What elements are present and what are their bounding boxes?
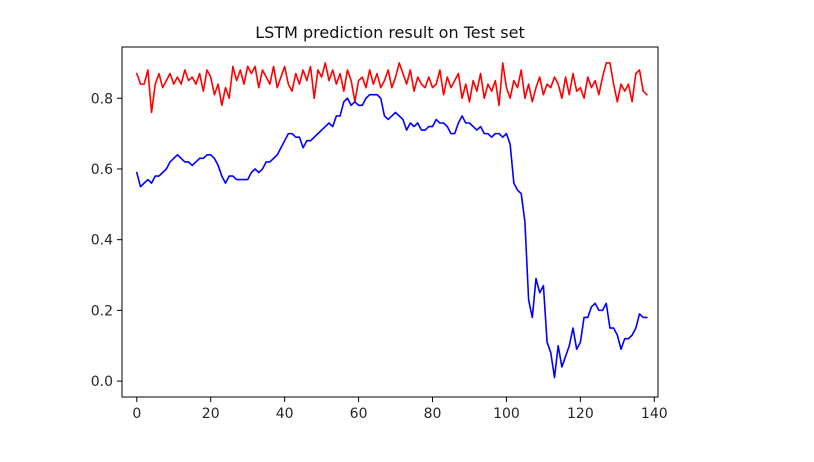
x-tick-label: 120 — [567, 406, 594, 422]
x-tick-label: 40 — [276, 406, 294, 422]
y-tick-label: 0.4 — [91, 233, 113, 249]
x-tick-label: 0 — [132, 406, 141, 422]
x-tick-label: 20 — [202, 406, 220, 422]
series-layer — [135, 62, 648, 379]
x-tick-label: 100 — [493, 406, 520, 422]
plot-area — [121, 46, 659, 398]
y-tick-label: 0.2 — [91, 303, 113, 319]
series-line-2 — [135, 93, 648, 379]
x-tick-label: 140 — [641, 406, 668, 422]
chart-title: LSTM prediction result on Test set — [255, 23, 525, 42]
x-axis: 0 20 40 60 80 100 120 140 — [132, 397, 668, 422]
x-tick-label: 60 — [350, 406, 368, 422]
series-line-1 — [135, 62, 648, 114]
y-tick-label: 0.6 — [91, 162, 113, 178]
y-tick-label: 0.8 — [91, 91, 113, 107]
y-tick-label: 0.0 — [91, 374, 113, 390]
x-tick-label: 80 — [424, 406, 442, 422]
y-axis: 0.0 0.2 0.4 0.6 0.8 — [91, 91, 122, 390]
